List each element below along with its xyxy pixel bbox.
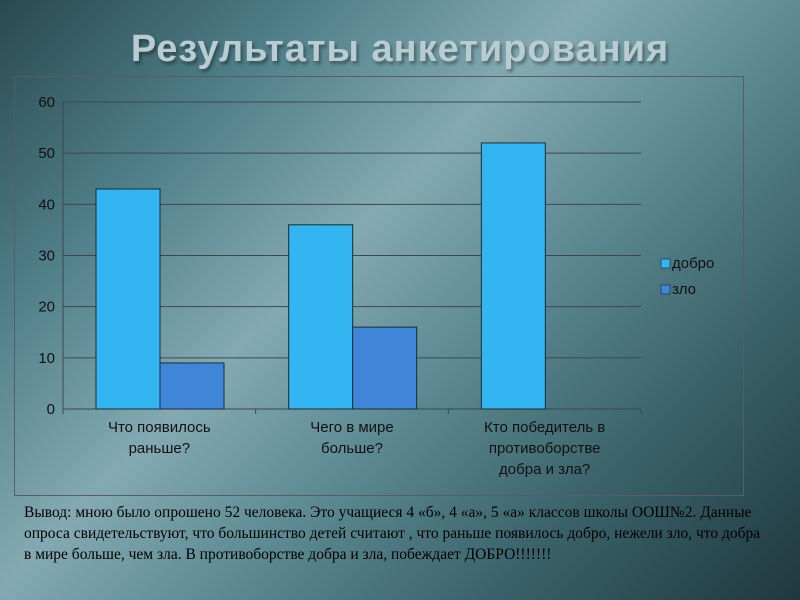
y-tick-label: 60 xyxy=(38,94,55,111)
slide-title: Результаты анкетирования xyxy=(130,28,670,70)
x-tick-label: Кто победитель в противоборстве добра и зл… xyxy=(484,419,605,478)
y-tick-label: 30 xyxy=(38,248,55,265)
y-tick-label: 20 xyxy=(38,299,55,316)
bar-dobro-1 xyxy=(95,188,161,410)
legend-swatch xyxy=(660,284,671,295)
x-tick-label-line: Кто победитель в xyxy=(484,419,605,436)
legend: добро зло xyxy=(660,255,714,298)
chart-canvas: 0 10 20 30 40 50 60 Что появилось раньше? Чего в … xyxy=(38,94,714,478)
x-tick-label-line: раньше? xyxy=(129,440,191,457)
x-tick-label: Чего в мире больше? xyxy=(310,419,394,457)
legend-label: зло xyxy=(672,281,696,298)
conclusion-text: Вывод: мною было опрошено 52 человека. Э… xyxy=(24,504,761,563)
y-tick-label: 0 xyxy=(47,401,55,418)
x-tick-label-line: противоборстве xyxy=(489,440,601,457)
bar-dobro-2 xyxy=(288,224,354,410)
series-zlo xyxy=(159,326,418,410)
legend-swatch xyxy=(660,258,671,269)
series-dobro xyxy=(95,142,546,410)
y-tick-label: 10 xyxy=(38,350,55,367)
x-tick-label-line: добра и зла? xyxy=(499,461,590,478)
x-tick-label-line: Чего в мире xyxy=(310,419,394,436)
x-tick-label: Что появилось раньше? xyxy=(108,419,211,457)
bar-chart: 0 10 20 30 40 50 60 Что появилось раньше? Чего в … xyxy=(14,76,744,496)
y-tick-label: 50 xyxy=(38,145,55,162)
x-tick-label-line: больше? xyxy=(321,440,383,457)
legend-label: добро xyxy=(672,255,714,272)
bar-zlo-1 xyxy=(159,362,225,410)
x-tick-label-line: Что появилось xyxy=(108,419,211,436)
bar-dobro-3 xyxy=(480,142,546,410)
bar-zlo-2 xyxy=(352,326,418,410)
y-tick-label: 40 xyxy=(38,196,55,213)
